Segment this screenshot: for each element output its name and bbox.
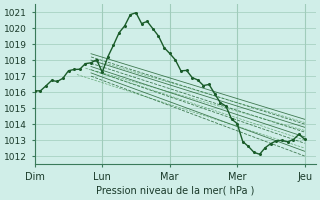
X-axis label: Pression niveau de la mer( hPa ): Pression niveau de la mer( hPa ) [96, 186, 254, 196]
